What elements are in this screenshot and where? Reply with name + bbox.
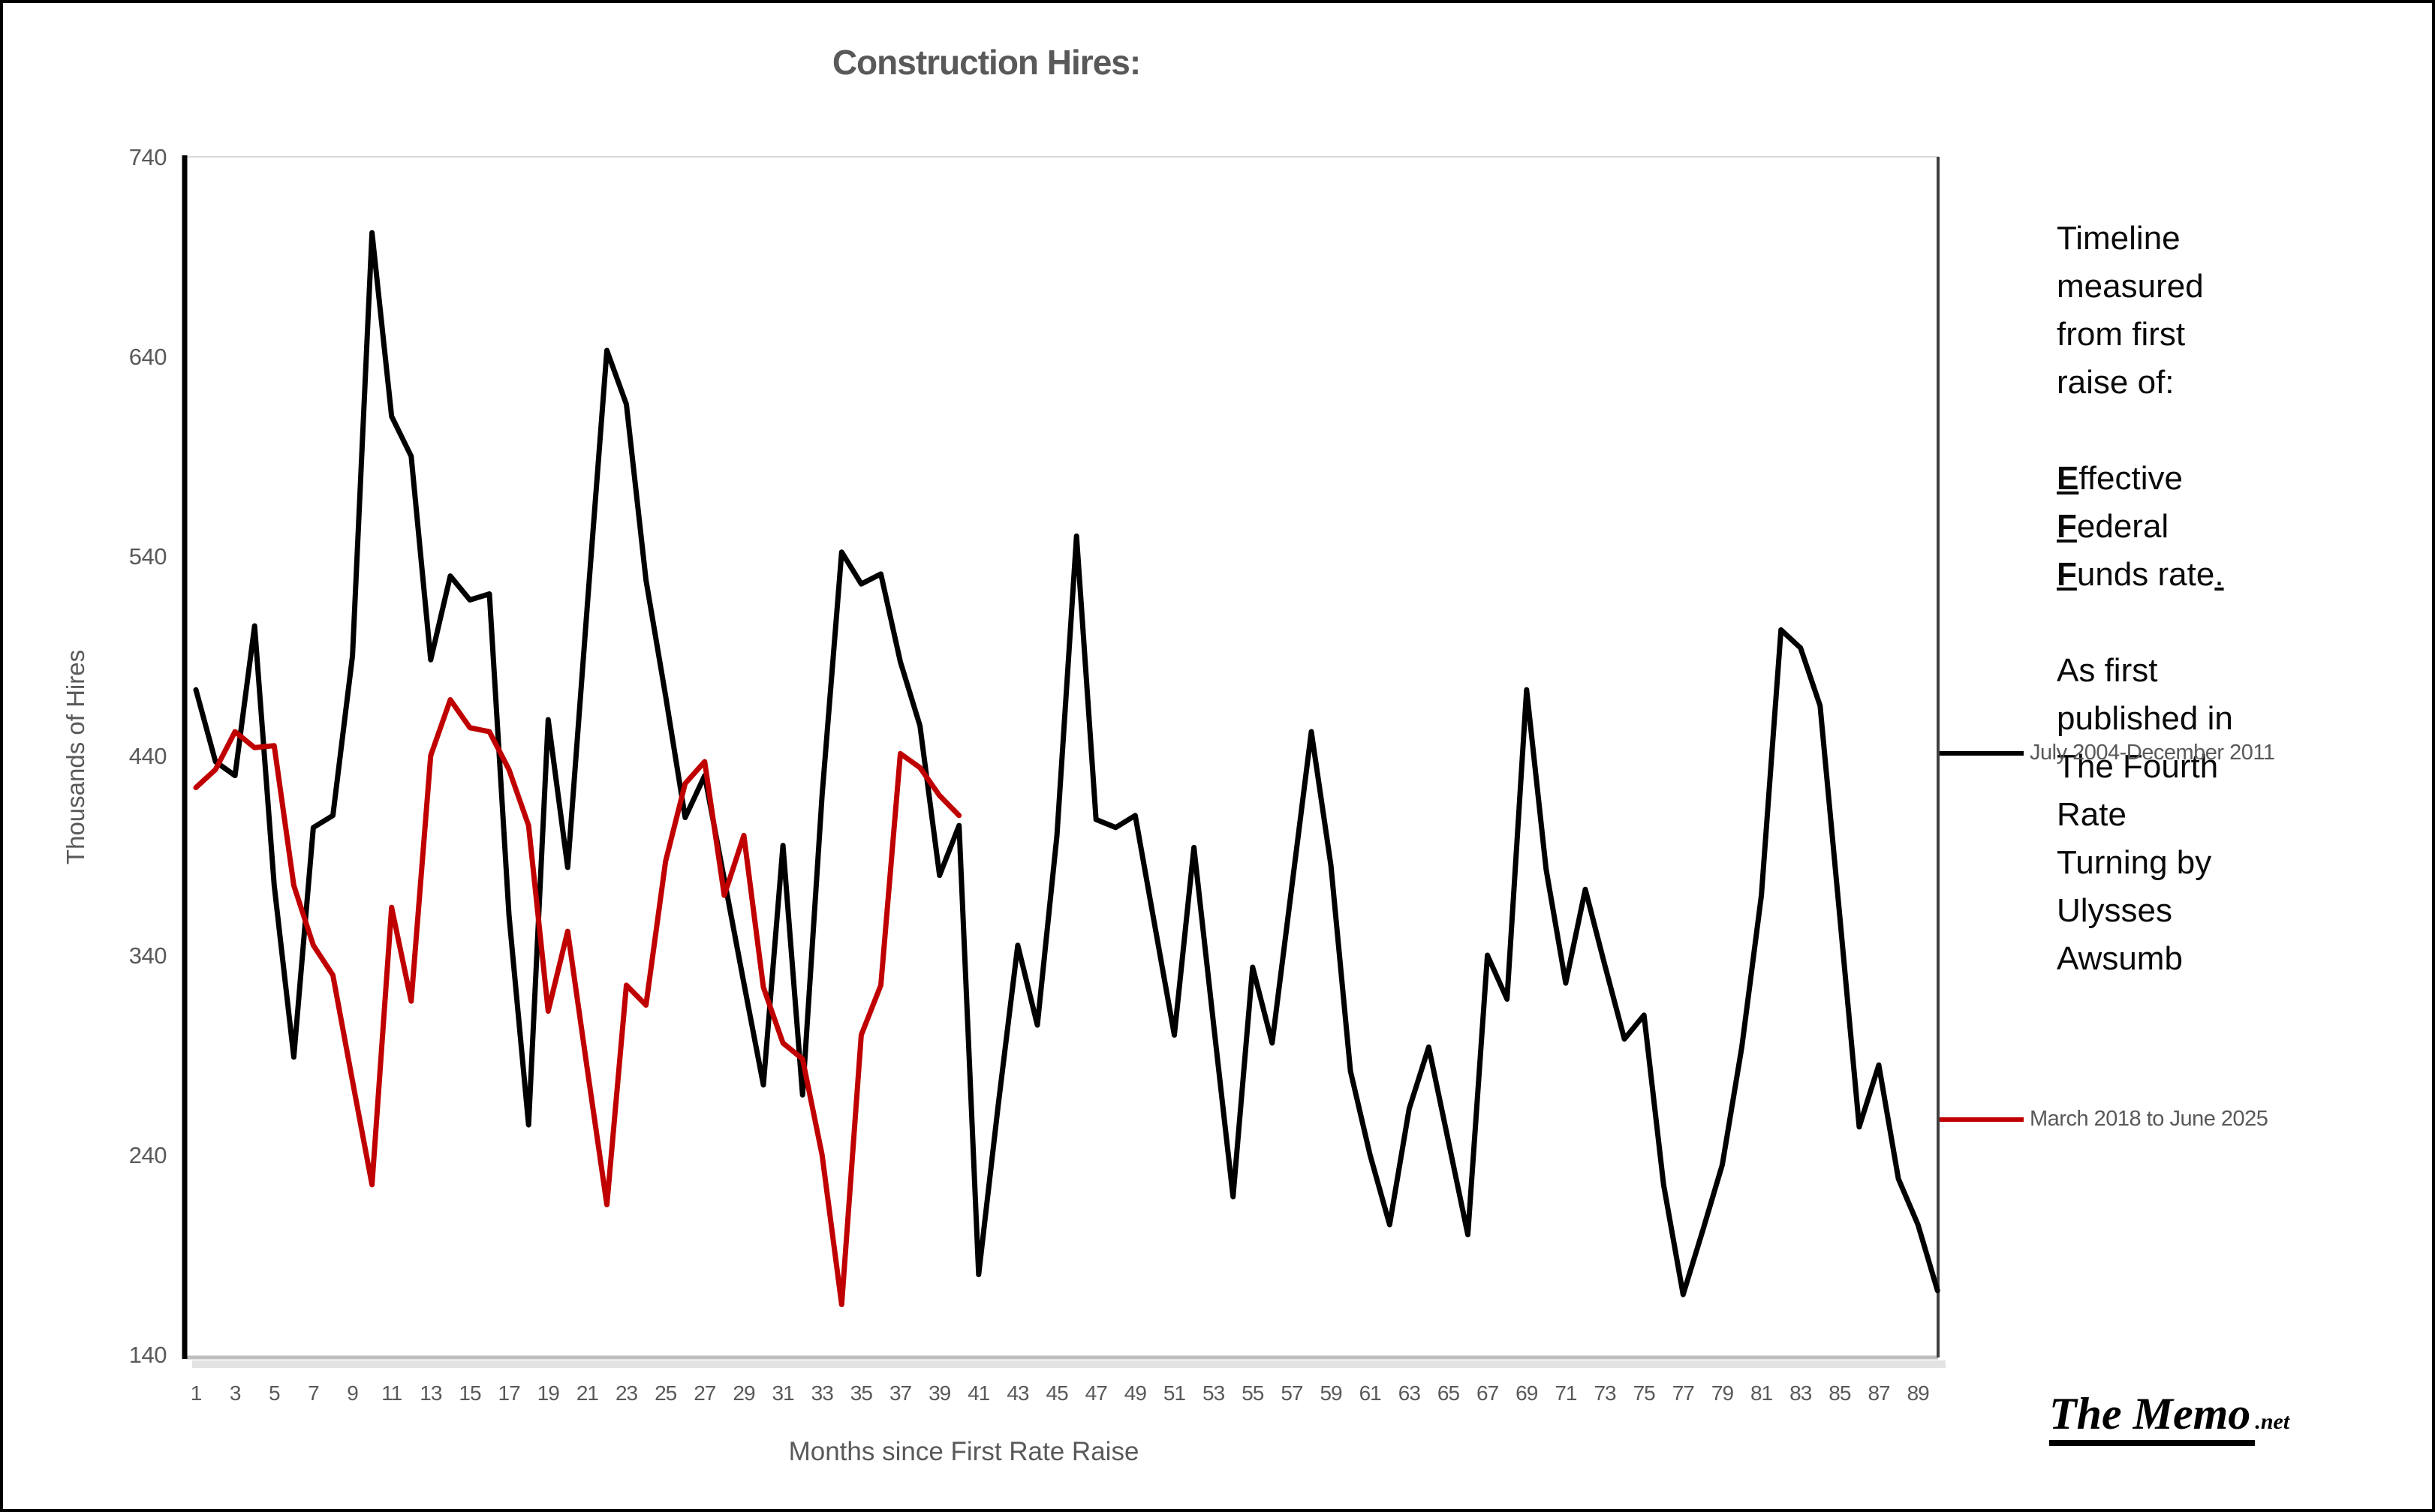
legend-label-black: July 2004-December 2011 bbox=[2030, 741, 2275, 765]
x-tick-label: 21 bbox=[576, 1381, 599, 1405]
x-tick-label: 87 bbox=[1868, 1381, 1890, 1405]
annotation-line-acronym: Federal bbox=[2057, 508, 2169, 545]
data-series bbox=[193, 230, 1940, 1307]
annotation-paragraph-1: Timeline measured from first raise of: bbox=[2057, 215, 2417, 407]
the-memo-logo: The Memo .net bbox=[2049, 1388, 2290, 1446]
x-tick-label: 39 bbox=[929, 1381, 951, 1405]
y-axis-tick-labels: 740 640 540 440 340 240 140 bbox=[129, 144, 167, 1368]
annotation-line: raise of: bbox=[2057, 364, 2175, 401]
x-tick-label: 7 bbox=[308, 1381, 319, 1405]
x-tick-label: 1 bbox=[191, 1381, 202, 1405]
x-tick-label: 71 bbox=[1555, 1381, 1577, 1405]
y-axis-title: Thousands of Hires bbox=[62, 650, 89, 864]
x-tick-label: 27 bbox=[694, 1381, 716, 1405]
x-tick-label: 67 bbox=[1476, 1381, 1499, 1405]
x-tick-label: 69 bbox=[1515, 1381, 1538, 1405]
annotation-line: Ulysses bbox=[2057, 892, 2173, 929]
x-tick-label: 59 bbox=[1320, 1381, 1342, 1405]
x-tick-label: 47 bbox=[1085, 1381, 1108, 1405]
logo-suffix-text: .net bbox=[2255, 1409, 2290, 1434]
x-tick-label: 31 bbox=[772, 1381, 795, 1405]
y-tick-label: 540 bbox=[129, 543, 167, 570]
x-tick-label: 49 bbox=[1124, 1381, 1147, 1405]
x-tick-label: 77 bbox=[1672, 1381, 1695, 1405]
annotation-line: Rate bbox=[2057, 796, 2126, 833]
x-tick-label: 5 bbox=[269, 1381, 280, 1405]
x-tick-label: 15 bbox=[459, 1381, 481, 1405]
y-tick-label: 140 bbox=[129, 1342, 167, 1368]
annotation-line: Timeline bbox=[2057, 220, 2181, 257]
legend-item-black: July 2004-December 2011 bbox=[1940, 741, 2275, 765]
legend-line-black bbox=[1940, 750, 2024, 756]
x-tick-label: 51 bbox=[1163, 1381, 1186, 1405]
annotation-paragraph-2: Effective Federal Funds rate. bbox=[2057, 455, 2417, 599]
x-tick-label: 17 bbox=[498, 1381, 521, 1405]
x-tick-label: 45 bbox=[1046, 1381, 1069, 1405]
annotation-line: Awsumb bbox=[2057, 940, 2183, 977]
x-tick-label: 61 bbox=[1359, 1381, 1382, 1405]
y-tick-label: 340 bbox=[129, 942, 167, 969]
x-tick-label: 75 bbox=[1633, 1381, 1656, 1405]
annotation-line-acronym: Effective bbox=[2057, 460, 2183, 497]
legend-line-red bbox=[1940, 1117, 2024, 1122]
x-tick-label: 35 bbox=[850, 1381, 873, 1405]
x-tick-label: 33 bbox=[811, 1381, 834, 1405]
x-tick-label: 29 bbox=[733, 1381, 755, 1405]
x-tick-label: 65 bbox=[1437, 1381, 1460, 1405]
x-tick-label: 83 bbox=[1789, 1381, 1812, 1405]
x-tick-label: 11 bbox=[381, 1381, 402, 1405]
x-tick-label: 79 bbox=[1711, 1381, 1734, 1405]
x-tick-label: 89 bbox=[1907, 1381, 1930, 1405]
annotation-line: The Fourth bbox=[2057, 748, 2219, 785]
annotation-line: published in bbox=[2057, 700, 2233, 737]
x-axis-title: Months since First Rate Raise bbox=[789, 1437, 1139, 1466]
x-tick-label: 25 bbox=[655, 1381, 677, 1405]
y-tick-label: 240 bbox=[129, 1142, 167, 1168]
x-tick-label: 73 bbox=[1594, 1381, 1616, 1405]
legend-label-red: March 2018 to June 2025 bbox=[2030, 1107, 2268, 1131]
x-tick-label: 57 bbox=[1281, 1381, 1303, 1405]
annotation-line: As first bbox=[2057, 652, 2158, 689]
y-tick-label: 740 bbox=[129, 144, 167, 170]
x-tick-label: 43 bbox=[1007, 1381, 1029, 1405]
x-tick-label: 13 bbox=[420, 1381, 442, 1405]
x-tick-label: 3 bbox=[230, 1381, 241, 1405]
x-tick-label: 85 bbox=[1829, 1381, 1851, 1405]
y-tick-label: 640 bbox=[129, 344, 167, 370]
annotation-line: Turning by bbox=[2057, 844, 2212, 881]
chart-title: Construction Hires: bbox=[832, 43, 1141, 82]
annotation-line-acronym: Funds rate. bbox=[2057, 556, 2224, 593]
annotation-line: measured bbox=[2057, 268, 2204, 305]
x-axis-tick-labels: 1 3 5 7 9 11 13 15 17 19 21 23 25 27 29 31 33 35 37 39 41 43 4… bbox=[191, 1381, 1930, 1405]
x-tick-label: 55 bbox=[1242, 1381, 1264, 1405]
x-tick-label: 23 bbox=[616, 1381, 638, 1405]
annotation-line: from first bbox=[2057, 316, 2186, 353]
x-tick-label: 81 bbox=[1750, 1381, 1773, 1405]
legend-item-red: March 2018 to June 2025 bbox=[1940, 1107, 2268, 1132]
series-line-red bbox=[193, 697, 962, 1307]
side-annotation: Timeline measured from first raise of: Effe… bbox=[2057, 215, 2417, 1031]
x-tick-label: 9 bbox=[347, 1381, 358, 1405]
x-tick-label: 37 bbox=[889, 1381, 912, 1405]
annotation-paragraph-3: As first published in The Fourth Rate Turnin… bbox=[2057, 647, 2417, 983]
x-tick-label: 63 bbox=[1398, 1381, 1421, 1405]
x-tick-label: 53 bbox=[1202, 1381, 1225, 1405]
y-tick-label: 440 bbox=[129, 743, 167, 769]
logo-main-text: The Memo bbox=[2049, 1389, 2256, 1446]
x-tick-label: 19 bbox=[537, 1381, 560, 1405]
series-line-black bbox=[193, 230, 1940, 1297]
x-tick-label: 41 bbox=[968, 1381, 990, 1405]
